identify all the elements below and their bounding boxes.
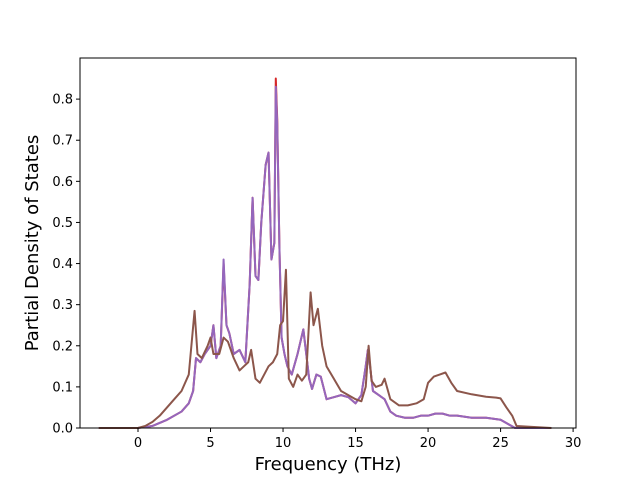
series-layer bbox=[98, 77, 552, 429]
x-tick-label: 15 bbox=[347, 436, 364, 451]
y-tick-label: 0.0 bbox=[52, 422, 73, 437]
y-tick-label: 0.3 bbox=[52, 298, 73, 313]
y-tick-label: 0.1 bbox=[52, 380, 73, 395]
x-axis-label: Frequency (THz) bbox=[255, 454, 402, 475]
y-tick-label: 0.2 bbox=[52, 339, 73, 354]
y-axis-label: Partial Density of States bbox=[22, 135, 43, 352]
y-tick-label: 0.7 bbox=[52, 134, 73, 149]
x-tick-label: 5 bbox=[206, 436, 214, 451]
x-tick-label: 20 bbox=[420, 436, 437, 451]
plot-frame bbox=[79, 57, 577, 429]
x-tick-label: 30 bbox=[565, 436, 582, 451]
y-tick-label: 0.5 bbox=[52, 216, 73, 231]
x-tick-label: 0 bbox=[134, 436, 142, 451]
ticks-layer: 0 5 10 15 20 25 30 0.0 0.1 0.2 0.3 0.4 0.5 0.6 0.7 0.8 bbox=[52, 93, 581, 451]
y-tick-label: 0.8 bbox=[52, 93, 73, 108]
series-line-3 bbox=[98, 268, 552, 429]
x-tick-label: 10 bbox=[275, 436, 292, 451]
y-tick-label: 0.6 bbox=[52, 175, 73, 190]
x-tick-label: 25 bbox=[492, 436, 509, 451]
y-tick-label: 0.4 bbox=[52, 257, 73, 272]
